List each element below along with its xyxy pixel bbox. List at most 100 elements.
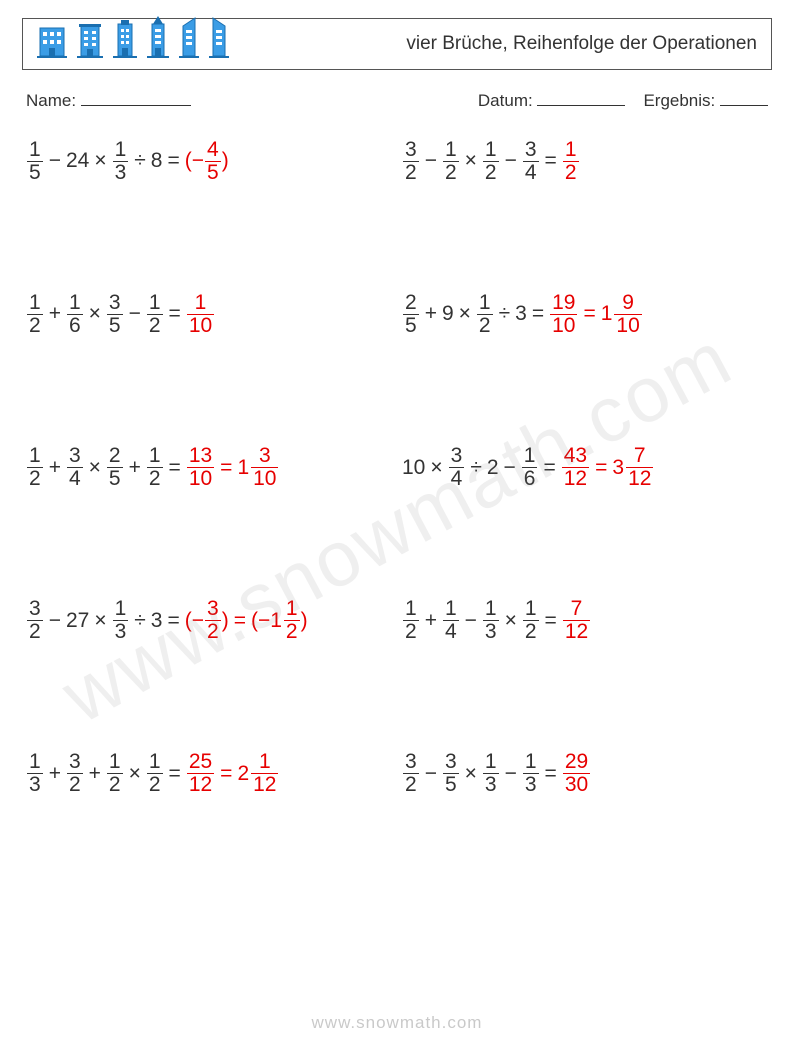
operator: + bbox=[425, 302, 437, 326]
operator: × bbox=[465, 762, 477, 786]
building-icon bbox=[147, 16, 169, 63]
date-label: Datum: bbox=[478, 91, 533, 110]
fraction: 12 bbox=[403, 598, 419, 643]
operator: × bbox=[89, 302, 101, 326]
answer: 4312=3712 bbox=[561, 445, 655, 490]
problem: 32−35×13−13=2930 bbox=[402, 751, 768, 796]
operator: = bbox=[167, 149, 179, 173]
fraction: 13 bbox=[483, 598, 499, 643]
operator: × bbox=[94, 149, 106, 173]
fraction: 25 bbox=[403, 292, 419, 337]
operator: = bbox=[220, 456, 232, 480]
fraction: 14 bbox=[443, 598, 459, 643]
building-icon bbox=[113, 18, 137, 63]
problem: 25+9×12÷3=1910=1910 bbox=[402, 292, 768, 337]
fraction: 12 bbox=[27, 292, 43, 337]
operator: − bbox=[425, 149, 437, 173]
integer: 3 bbox=[151, 609, 163, 633]
answer: 110 bbox=[186, 292, 215, 337]
text: ) bbox=[301, 609, 308, 633]
fraction: 13 bbox=[523, 751, 539, 796]
operator: × bbox=[459, 302, 471, 326]
text: ) bbox=[222, 149, 229, 173]
fraction: 32 bbox=[205, 598, 221, 643]
operator: = bbox=[583, 302, 595, 326]
integer: 9 bbox=[442, 302, 454, 326]
fraction: 32 bbox=[67, 751, 83, 796]
fraction: 12 bbox=[483, 139, 499, 184]
fraction: 12 bbox=[563, 139, 579, 184]
fraction: 34 bbox=[67, 445, 83, 490]
operator: × bbox=[430, 456, 442, 480]
fraction: 12 bbox=[147, 292, 163, 337]
operator: − bbox=[504, 456, 516, 480]
operator: − bbox=[505, 149, 517, 173]
problem: 12+16×35−12=110 bbox=[26, 292, 392, 337]
fraction: 12 bbox=[27, 445, 43, 490]
mixed-number: 1910 bbox=[601, 292, 643, 337]
result-blank[interactable] bbox=[720, 88, 768, 106]
operator: = bbox=[545, 762, 557, 786]
fraction: 12 bbox=[147, 445, 163, 490]
text: (− bbox=[251, 609, 270, 633]
footer-url: www.snowmath.com bbox=[0, 1013, 794, 1033]
operator: = bbox=[532, 302, 544, 326]
fraction: 16 bbox=[522, 445, 538, 490]
mixed-number: 2112 bbox=[237, 751, 279, 796]
answer: 12 bbox=[562, 139, 580, 184]
building-icon bbox=[37, 22, 67, 63]
fraction: 35 bbox=[107, 292, 123, 337]
operator: = bbox=[545, 609, 557, 633]
answer: 712 bbox=[562, 598, 591, 643]
operator: − bbox=[129, 302, 141, 326]
fraction: 110 bbox=[187, 292, 214, 337]
fraction: 13 bbox=[27, 751, 43, 796]
problem: 12+14−13×12=712 bbox=[402, 598, 768, 643]
problem: 15−24×13÷8=(−45) bbox=[26, 139, 392, 184]
building-icon bbox=[179, 16, 199, 63]
operator: − bbox=[49, 609, 61, 633]
fraction: 4312 bbox=[562, 445, 589, 490]
fraction: 1310 bbox=[187, 445, 214, 490]
text: ) bbox=[222, 609, 229, 633]
integer: 2 bbox=[487, 456, 499, 480]
text: (− bbox=[185, 149, 204, 173]
integer: 3 bbox=[515, 302, 527, 326]
operator: ÷ bbox=[134, 149, 146, 173]
operator: ÷ bbox=[134, 609, 146, 633]
fraction: 12 bbox=[443, 139, 459, 184]
answer: 1310=1310 bbox=[186, 445, 280, 490]
operator: + bbox=[49, 302, 61, 326]
worksheet-title: vier Brüche, Reihenfolge der Operationen bbox=[406, 33, 757, 55]
operator: = bbox=[543, 456, 555, 480]
header-box: vier Brüche, Reihenfolge der Operationen bbox=[22, 18, 772, 70]
fraction: 35 bbox=[443, 751, 459, 796]
answer: (−32)=(−112) bbox=[185, 598, 308, 643]
info-row: Name: Datum: Ergebnis: bbox=[26, 88, 768, 111]
fraction: 15 bbox=[27, 139, 43, 184]
fraction: 2512 bbox=[187, 751, 214, 796]
building-icon bbox=[77, 22, 103, 63]
fraction: 2930 bbox=[563, 751, 590, 796]
operator: = bbox=[545, 149, 557, 173]
fraction: 712 bbox=[563, 598, 590, 643]
operator: × bbox=[505, 609, 517, 633]
operator: × bbox=[465, 149, 477, 173]
problem: 32−27×13÷3=(−32)=(−112) bbox=[26, 598, 392, 643]
problems-grid: 15−24×13÷8=(−45)32−12×12−34=1212+16×35−1… bbox=[22, 139, 772, 796]
name-blank[interactable] bbox=[81, 88, 191, 106]
fraction: 12 bbox=[523, 598, 539, 643]
fraction: 13 bbox=[113, 139, 129, 184]
fraction: 45 bbox=[205, 139, 221, 184]
operator: × bbox=[94, 609, 106, 633]
operator: = bbox=[234, 609, 246, 633]
date-blank[interactable] bbox=[537, 88, 625, 106]
operator: × bbox=[129, 762, 141, 786]
integer: 27 bbox=[66, 609, 89, 633]
fraction: 12 bbox=[477, 292, 493, 337]
result-label: Ergebnis: bbox=[643, 91, 715, 110]
integer: 8 bbox=[151, 149, 163, 173]
fraction: 12 bbox=[147, 751, 163, 796]
answer: (−45) bbox=[185, 139, 229, 184]
text: (− bbox=[185, 609, 204, 633]
